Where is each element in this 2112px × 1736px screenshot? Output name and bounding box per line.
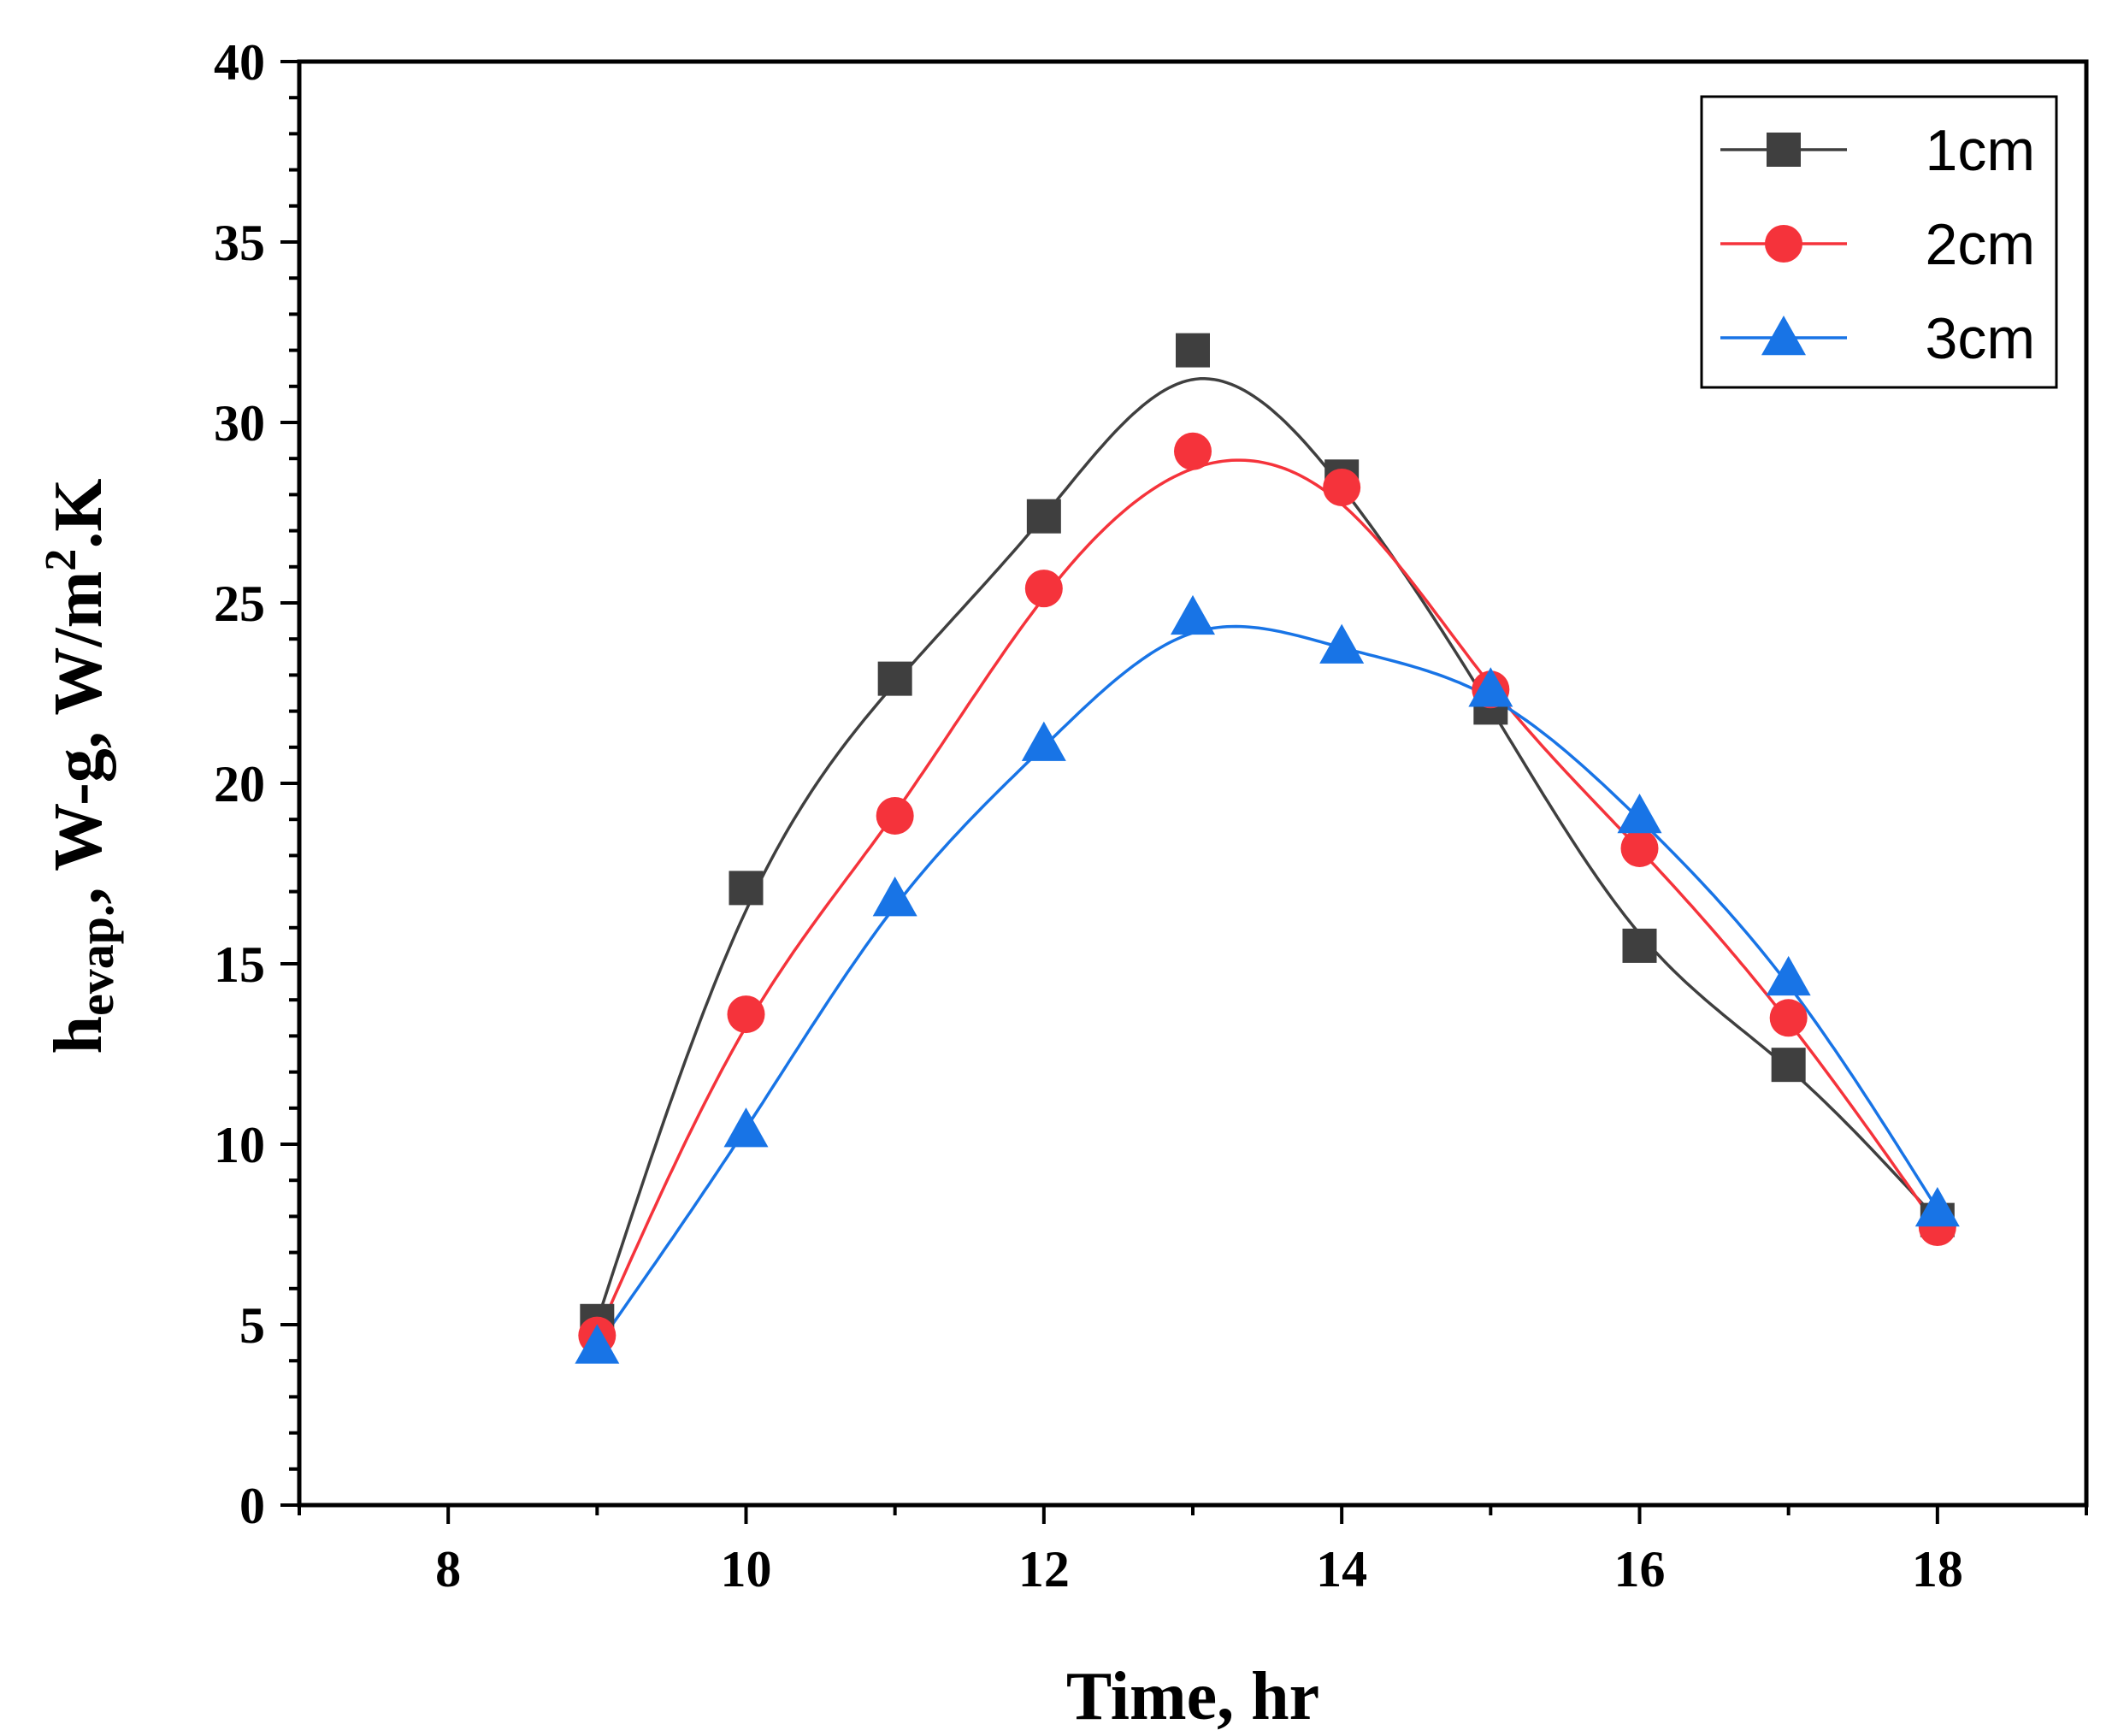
y-tick-label: 20 xyxy=(214,756,265,812)
data-point-2cm xyxy=(1174,432,1212,470)
y-tick-label: 35 xyxy=(214,215,265,271)
data-point-2cm xyxy=(1620,829,1659,867)
x-axis-title: Time, hr xyxy=(1066,1659,1319,1734)
series-line-3cm xyxy=(595,624,1939,1348)
y-tick-label: 15 xyxy=(214,936,265,993)
y-tick-label: 30 xyxy=(214,395,265,452)
data-point-3cm xyxy=(1171,594,1215,635)
data-point-1cm xyxy=(1176,333,1210,368)
x-tick-label: 18 xyxy=(1912,1541,1963,1597)
legend-label: 1cm xyxy=(1926,118,2035,183)
data-point-3cm xyxy=(575,1324,620,1364)
data-point-2cm xyxy=(727,995,765,1034)
y-axis-title: hevap., W-g, W/m2.K xyxy=(37,479,124,1054)
data-point-1cm xyxy=(729,871,764,906)
data-markers xyxy=(575,333,1960,1364)
y-axis-title-main: h xyxy=(41,1016,116,1054)
data-point-3cm xyxy=(872,877,917,917)
y-axis-title-rest: , W-g, W/m xyxy=(41,571,116,905)
x-tick-label: 10 xyxy=(721,1541,772,1597)
y-tick-label: 40 xyxy=(214,34,265,91)
fitted-curves xyxy=(595,377,1939,1348)
data-point-2cm xyxy=(1769,999,1808,1037)
axis-ticks xyxy=(280,60,2088,1524)
data-point-2cm xyxy=(1323,468,1361,506)
series-line-2cm xyxy=(595,458,1939,1337)
series-line-1cm xyxy=(595,377,1939,1322)
data-point-3cm xyxy=(1021,721,1066,761)
y-axis-title-end: .K xyxy=(41,479,116,549)
legend-item-3cm: 3cm xyxy=(1720,306,2035,371)
data-point-3cm xyxy=(1766,955,1811,996)
legend-label: 2cm xyxy=(1926,212,2035,277)
data-point-3cm xyxy=(723,1107,769,1148)
y-tick-label: 5 xyxy=(239,1297,265,1354)
data-point-2cm xyxy=(1024,570,1063,608)
x-tick-label: 16 xyxy=(1614,1541,1666,1597)
x-tick-label: 8 xyxy=(435,1541,461,1597)
legend-marker xyxy=(1761,316,1806,356)
y-tick-label: 0 xyxy=(239,1478,265,1534)
data-point-1cm xyxy=(1026,499,1061,534)
y-tick-label: 25 xyxy=(214,576,265,632)
y-axis-title-sub: evap. xyxy=(68,904,124,1016)
y-tick-label: 10 xyxy=(214,1117,265,1173)
x-tick-label: 12 xyxy=(1018,1541,1070,1597)
data-point-3cm xyxy=(1468,667,1513,707)
data-point-3cm xyxy=(1914,1186,1960,1227)
legend-item-1cm: 1cm xyxy=(1720,118,2035,183)
data-point-1cm xyxy=(877,661,912,696)
data-point-3cm xyxy=(1319,623,1365,664)
legend-item-2cm: 2cm xyxy=(1720,212,2035,277)
data-point-1cm xyxy=(1622,928,1657,963)
x-tick-label: 14 xyxy=(1316,1541,1367,1597)
legend: 1cm 2cm 3cm xyxy=(1700,95,2058,389)
tick-labels: 0 5 10 15 20 25 30 35 40 8 10 12 14 16 18 xyxy=(214,34,1963,1597)
data-point-1cm xyxy=(1771,1048,1806,1083)
legend-marker xyxy=(1767,133,1801,167)
y-axis-title-sup: 2 xyxy=(37,549,86,571)
legend-marker xyxy=(1765,225,1802,263)
data-point-2cm xyxy=(876,796,914,835)
data-point-3cm xyxy=(1617,793,1662,834)
legend-label: 3cm xyxy=(1926,306,2035,371)
